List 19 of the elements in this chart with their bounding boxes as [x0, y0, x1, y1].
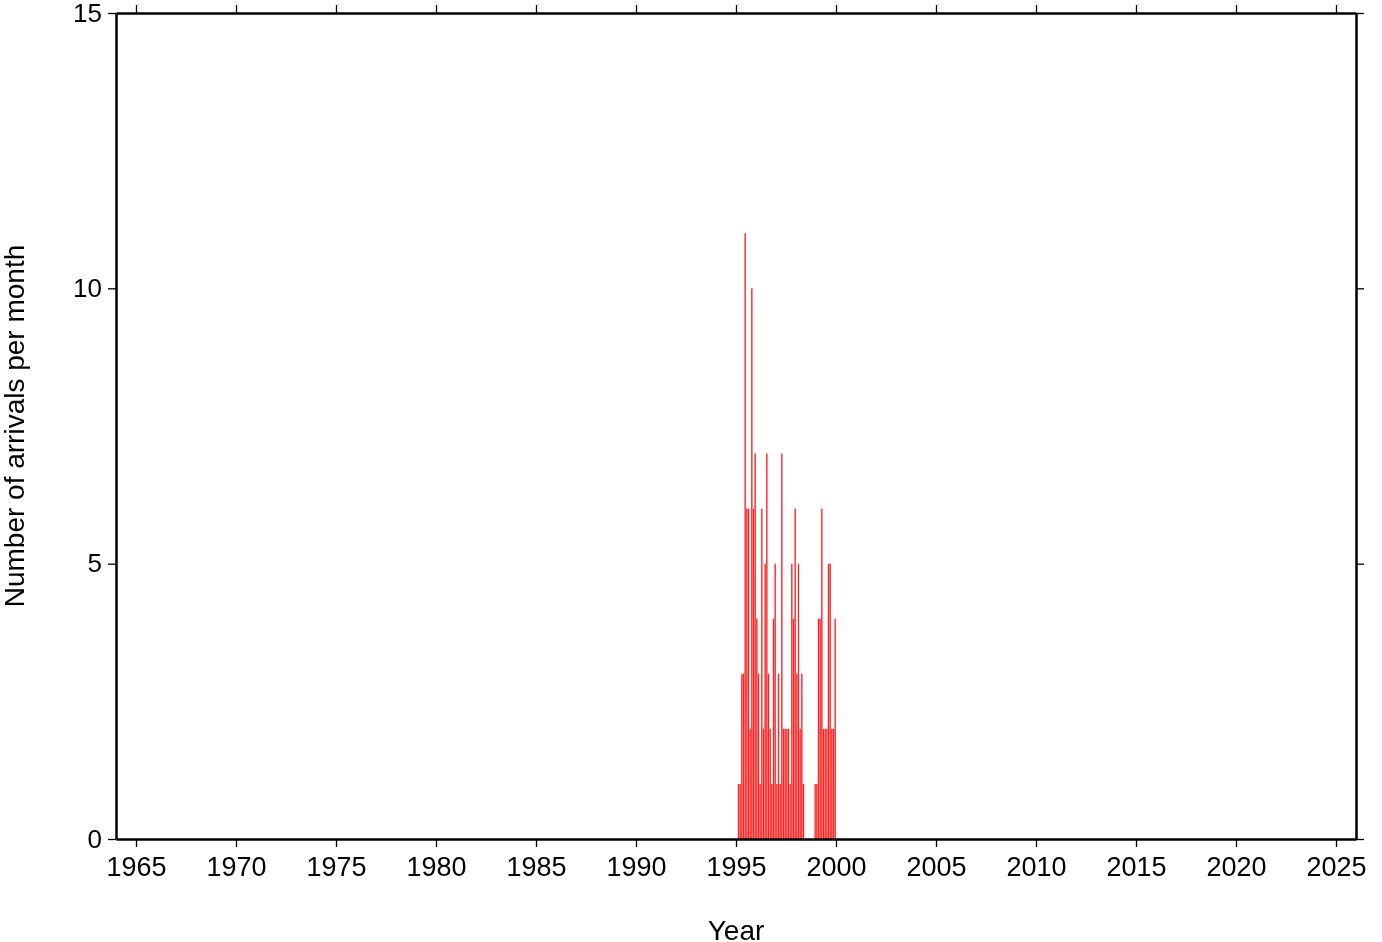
y-axis-title: Number of arrivals per month — [0, 244, 30, 608]
x-tick-label: 1965 — [106, 852, 167, 883]
x-tick-label: 2005 — [906, 852, 967, 883]
x-tick-label: 1985 — [506, 852, 567, 883]
x-tick-label: 2010 — [1006, 852, 1067, 883]
y-tick-label: 5 — [87, 548, 102, 579]
x-tick-label: 1995 — [706, 852, 767, 883]
x-tick-label: 2000 — [806, 852, 867, 883]
x-tick-label: 2020 — [1206, 852, 1267, 883]
x-axis-title: Year — [707, 915, 765, 942]
x-tick-label: 2025 — [1306, 852, 1367, 883]
x-tick-label: 1990 — [606, 852, 667, 883]
x-tick-label: 1975 — [306, 852, 367, 883]
y-tick-label: 10 — [73, 273, 102, 304]
y-tick-label: 15 — [73, 0, 102, 28]
x-tick-label: 1970 — [206, 852, 267, 883]
x-tick-label: 2015 — [1106, 852, 1167, 883]
x-tick-label: 1980 — [406, 852, 467, 883]
y-tick-label: 0 — [87, 823, 102, 854]
